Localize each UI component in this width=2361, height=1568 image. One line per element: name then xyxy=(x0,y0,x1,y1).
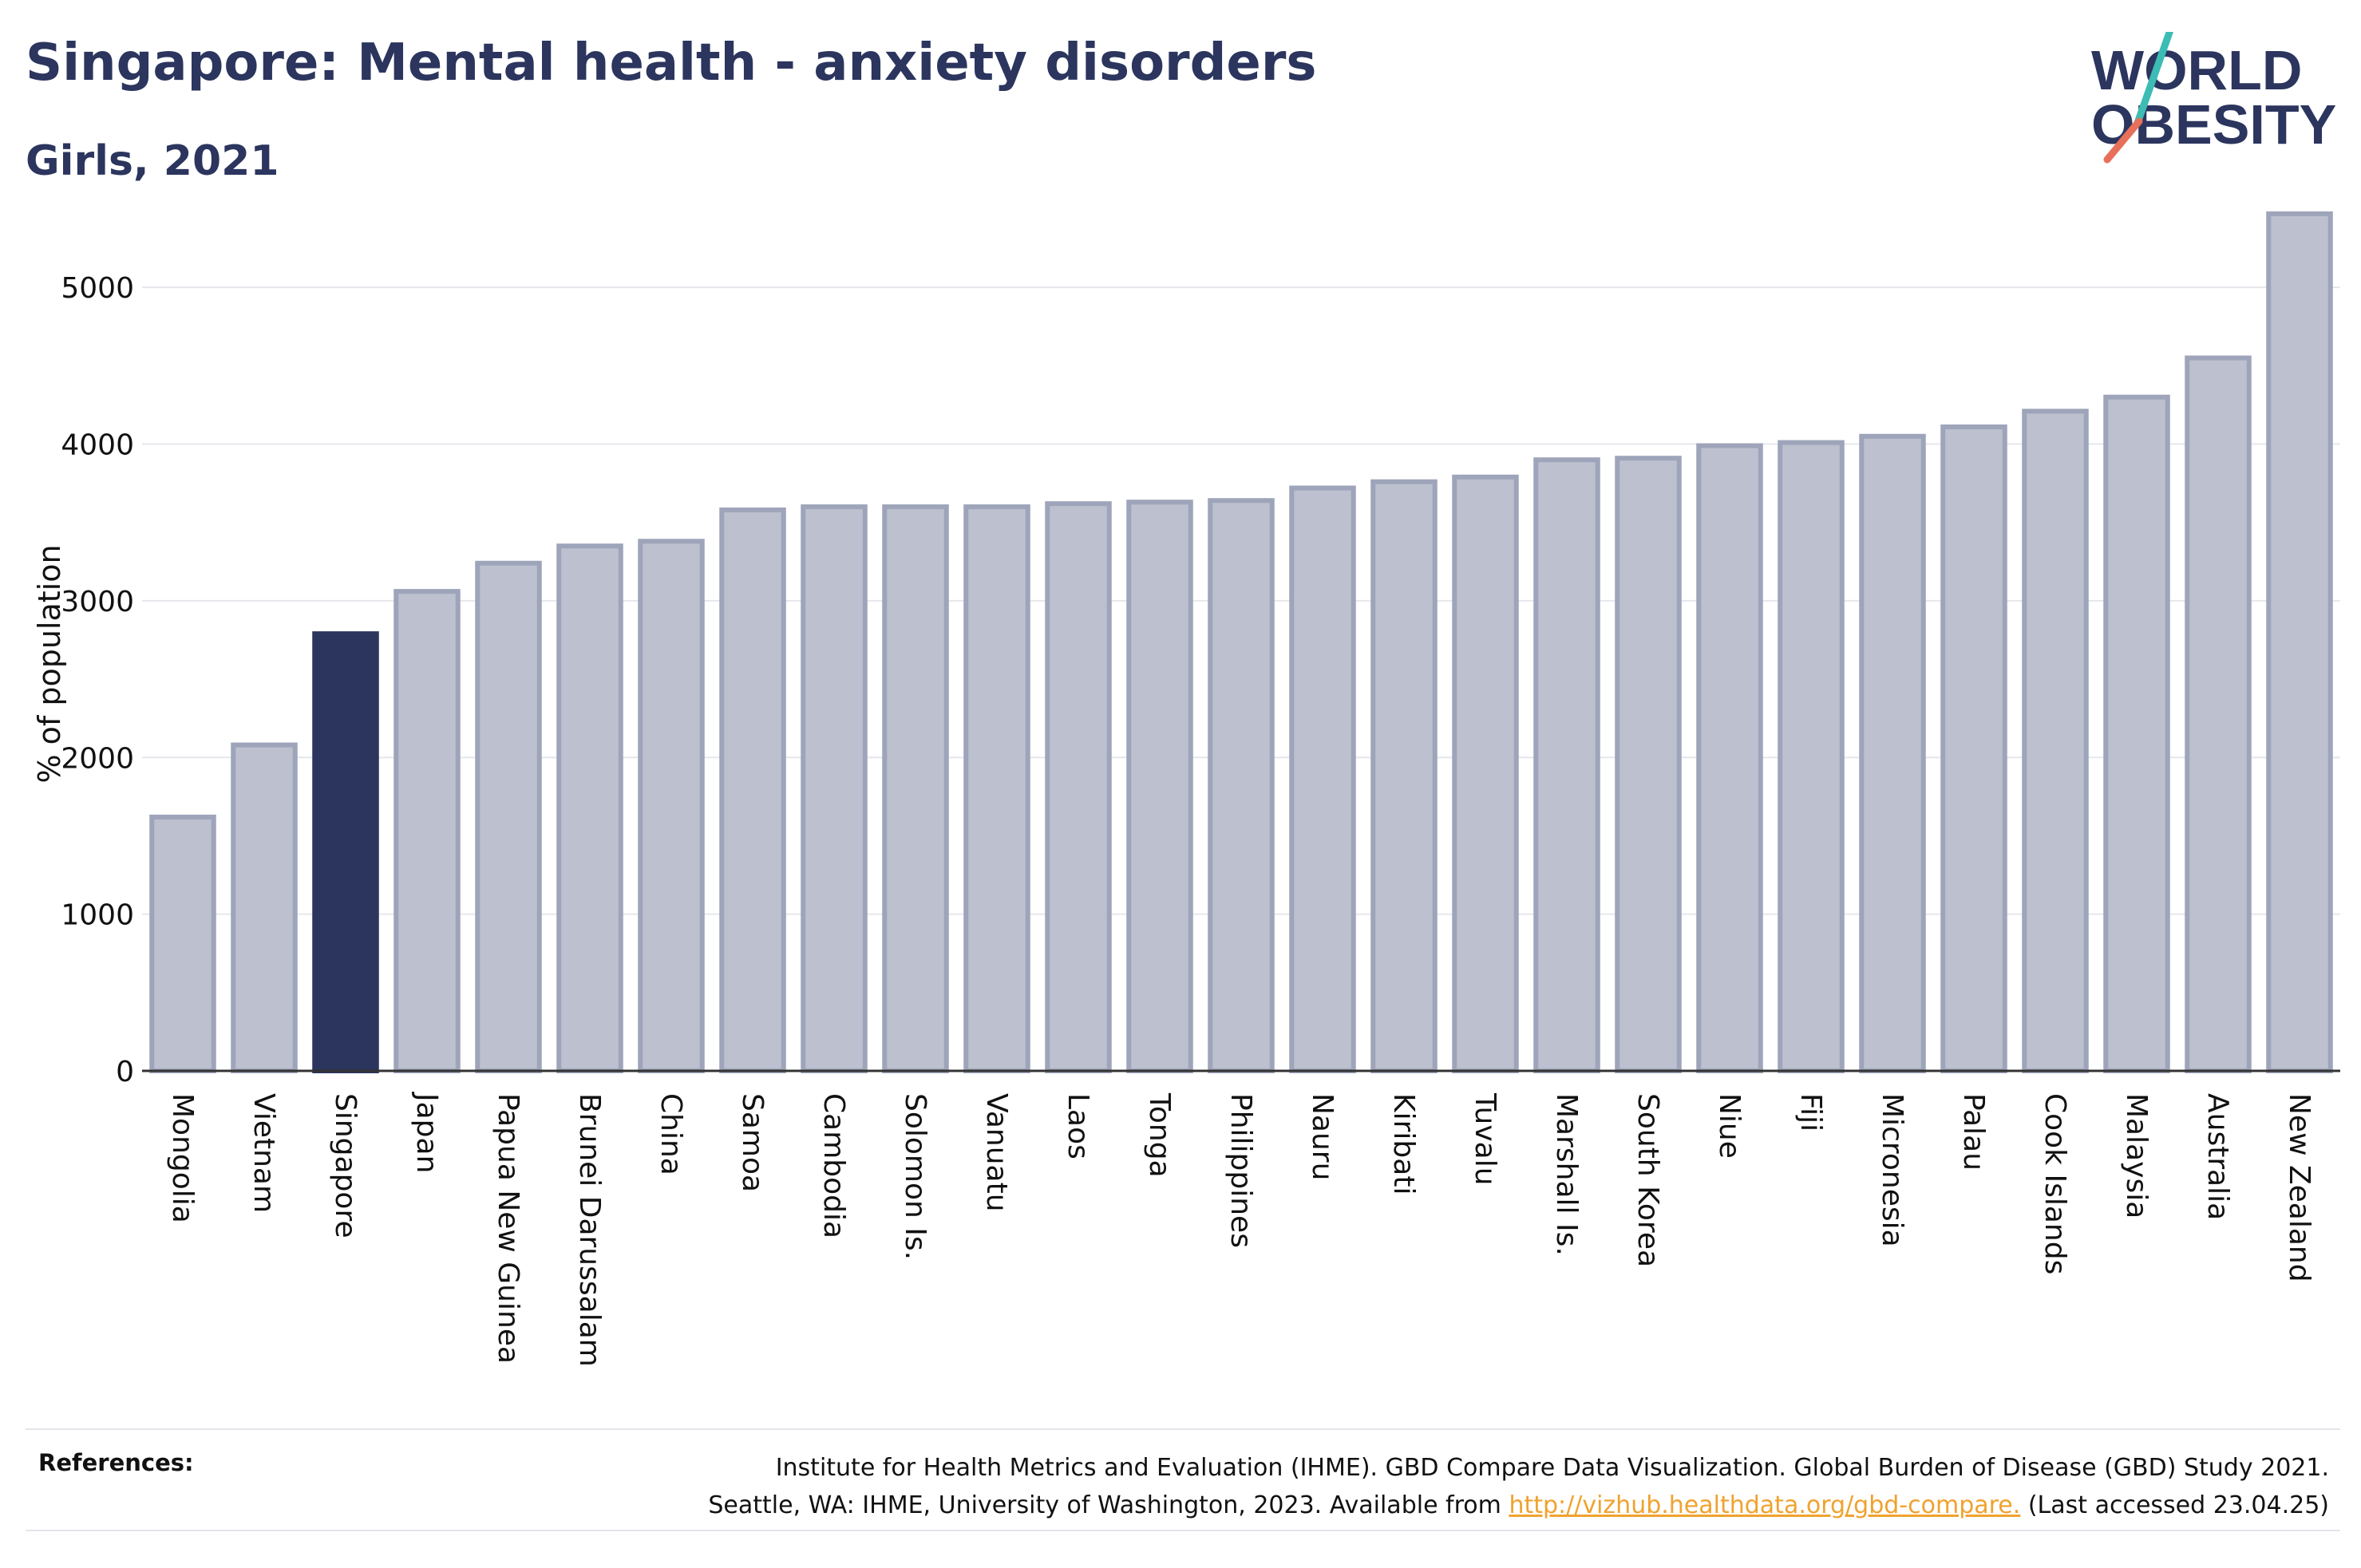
y-tick-label: 4000 xyxy=(61,429,134,462)
x-tick-label: Nauru xyxy=(1306,1093,1339,1180)
reference-line-2-prefix: Seattle, WA: IHME, University of Washing… xyxy=(708,1491,1501,1519)
x-tick-label: Singapore xyxy=(329,1093,362,1238)
references-box: References: Institute for Health Metrics… xyxy=(26,1428,2340,1531)
bar xyxy=(1452,474,1519,1073)
world-obesity-logo: WORLD OBESITY xyxy=(2091,32,2336,164)
bar xyxy=(1370,479,1438,1073)
y-tick-layer: 0 1000 2000 3000 4000 5000 xyxy=(61,272,134,1088)
y-tick-label: 1000 xyxy=(61,899,134,932)
y-tick-label: 3000 xyxy=(61,586,134,618)
reference-line-1: Institute for Health Metrics and Evaluat… xyxy=(775,1454,2329,1482)
x-tick-label: Tonga xyxy=(1143,1092,1176,1178)
x-tick-label: Cambodia xyxy=(817,1093,850,1238)
bar xyxy=(1289,485,1356,1073)
x-tick-label: Cook Islands xyxy=(2039,1093,2071,1274)
reference-line-2-suffix: (Last accessed 23.04.25) xyxy=(2027,1491,2329,1519)
x-tick-label: New Zealand xyxy=(2283,1093,2316,1282)
reference-link[interactable]: http://vizhub.healthdata.org/gbd-compare… xyxy=(1509,1491,2021,1519)
x-tick-label: China xyxy=(655,1093,687,1175)
bar xyxy=(638,539,705,1073)
x-tick-label: Brunei Darussalam xyxy=(573,1093,606,1367)
bar xyxy=(1696,443,1763,1073)
bar xyxy=(556,543,623,1073)
x-tick-label: Niue xyxy=(1713,1093,1746,1159)
bar xyxy=(963,504,1030,1073)
logo-slash-teal xyxy=(2134,32,2174,127)
chart-subtitle: Girls, 2021 xyxy=(26,137,279,185)
x-tick-label: Philippines xyxy=(1224,1093,1257,1248)
x-tick-label: South Korea xyxy=(1631,1093,1664,1267)
bar xyxy=(719,508,786,1073)
x-tick-label: Japan xyxy=(410,1092,443,1173)
y-tick-label: 2000 xyxy=(61,742,134,775)
x-tick-label: Vanuatu xyxy=(980,1093,1013,1212)
x-tick-label: Solomon Is. xyxy=(899,1093,931,1260)
bar-layer xyxy=(149,211,2333,1074)
x-tick-label: Mongolia xyxy=(166,1093,199,1223)
x-tick-label: Micronesia xyxy=(1876,1093,1908,1247)
bar xyxy=(2266,211,2333,1074)
bar xyxy=(1208,498,1275,1073)
x-tick-label: Marshall Is. xyxy=(1550,1093,1583,1256)
bar xyxy=(149,814,216,1074)
x-tick-label: Vietnam xyxy=(247,1093,280,1213)
logo-text-world: WORLD xyxy=(2091,39,2302,101)
y-tick-label: 5000 xyxy=(61,272,134,305)
bar xyxy=(1126,500,1193,1073)
x-tick-label: Malaysia xyxy=(2120,1093,2153,1218)
bar xyxy=(2185,355,2252,1073)
bar xyxy=(394,589,461,1073)
bar xyxy=(882,504,949,1073)
bar xyxy=(231,742,298,1074)
bar xyxy=(2103,394,2170,1073)
bar xyxy=(1045,501,1112,1073)
y-axis-label: % of population xyxy=(32,544,67,783)
logo-slash-red xyxy=(2103,117,2143,164)
x-tick-label: Laos xyxy=(1062,1093,1094,1159)
bar xyxy=(1778,440,1845,1073)
x-tick-layer: Mongolia Vietnam Singapore Japan Papua New G… xyxy=(166,1092,2316,1367)
bar-chart: 0 1000 2000 3000 4000 5000 Mongolia Vietnam Sin… xyxy=(32,211,2340,1367)
chart-title: Singapore: Mental health - anxiety disor… xyxy=(26,34,1317,93)
references-label: References: xyxy=(38,1449,194,1476)
x-tick-label: Fiji xyxy=(1794,1093,1827,1132)
x-tick-label: Kiribati xyxy=(1387,1093,1420,1195)
bar xyxy=(1615,456,1682,1073)
bar xyxy=(801,504,868,1073)
bar xyxy=(1859,433,1926,1073)
bar xyxy=(475,560,542,1073)
x-tick-label: Tuvalu xyxy=(1469,1092,1501,1186)
x-tick-label: Papua New Guinea xyxy=(492,1093,524,1364)
bar xyxy=(312,631,379,1073)
x-tick-label: Palau xyxy=(1957,1093,1990,1171)
x-tick-label: Samoa xyxy=(736,1093,769,1192)
references-text: Institute for Health Metrics and Evaluat… xyxy=(708,1449,2329,1524)
bar xyxy=(1533,457,1600,1073)
x-tick-label: Australia xyxy=(2201,1093,2234,1220)
bar xyxy=(2022,409,2089,1073)
bar xyxy=(1940,424,2007,1073)
y-tick-label: 0 xyxy=(116,1056,134,1088)
